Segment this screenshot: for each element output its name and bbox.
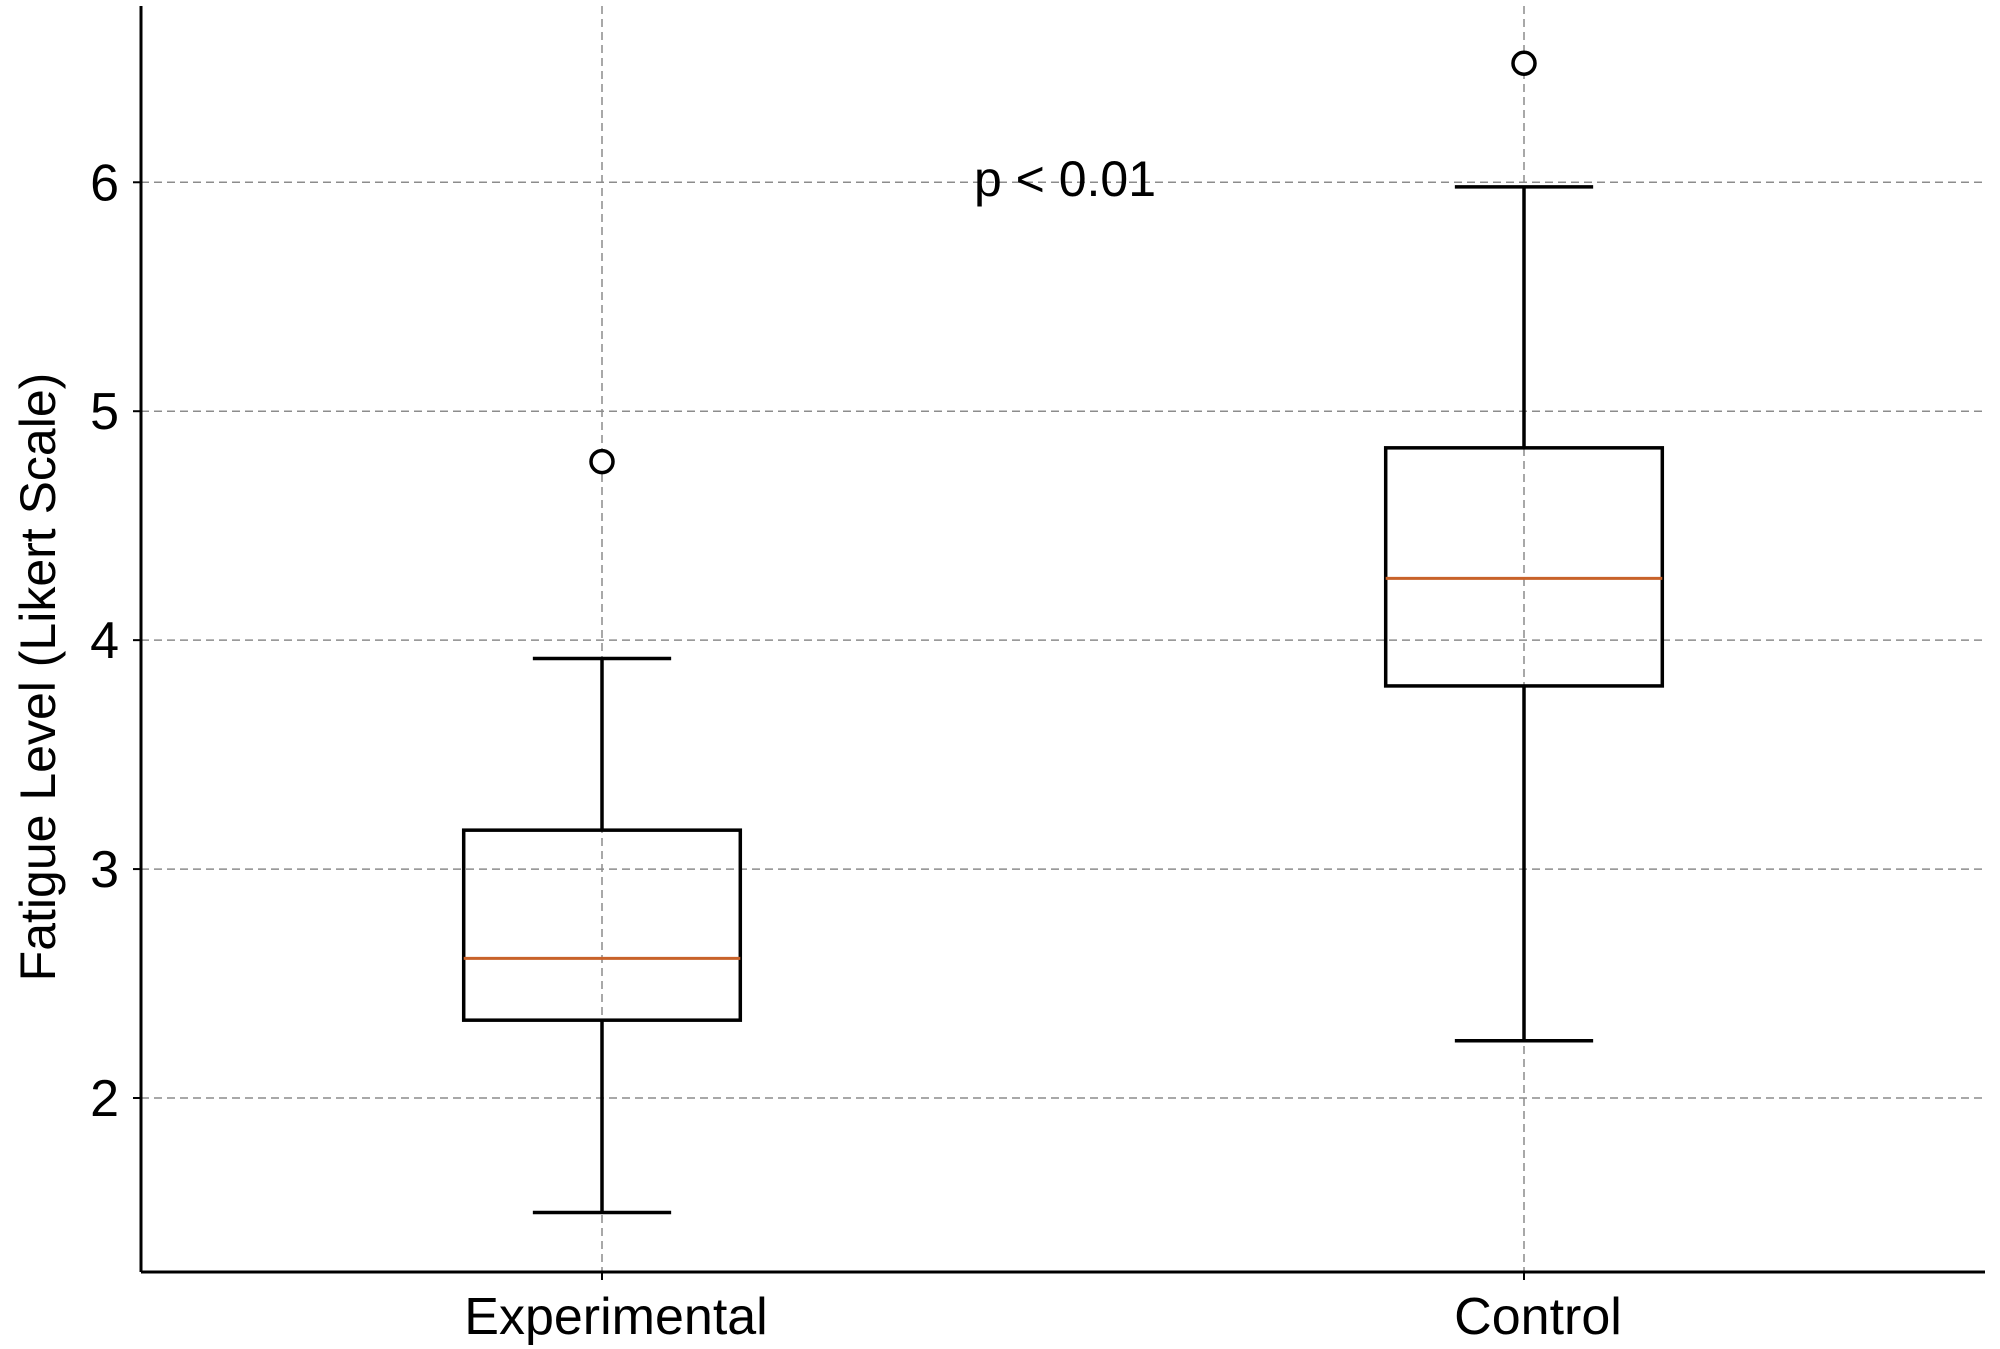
x-tick-label: Control <box>1454 1288 1622 1346</box>
iqr-box <box>461 828 743 1022</box>
y-tick-labels: 2 3 4 5 6 <box>90 154 141 1128</box>
x-tick-label: Experimental <box>464 1288 767 1346</box>
y-tick-label: 4 <box>90 612 119 670</box>
x-tick-labels: Experimental Control <box>464 1272 1622 1346</box>
y-axis-label: Fatigue Level (Likert Scale) <box>10 373 66 982</box>
y-tick-label: 3 <box>90 841 119 899</box>
p-value-annotation: p < 0.01 <box>974 151 1156 207</box>
outlier-point <box>589 448 615 475</box>
y-tick-label: 5 <box>90 383 119 441</box>
boxes <box>461 50 1665 1215</box>
box-experimental <box>461 448 743 1215</box>
axes <box>139 6 1985 1274</box>
outlier-point <box>1511 50 1537 76</box>
y-tick-label: 6 <box>90 154 119 212</box>
iqr-box <box>1383 446 1665 688</box>
y-tick-label: 2 <box>90 1070 119 1128</box>
box-control <box>1383 50 1665 1043</box>
